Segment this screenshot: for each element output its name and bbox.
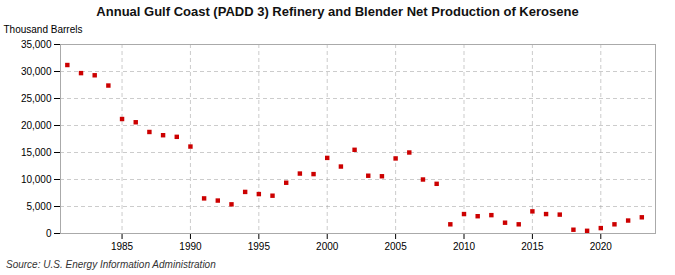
svg-text:2005: 2005	[384, 241, 407, 252]
svg-text:30,000: 30,000	[21, 66, 52, 77]
svg-text:15,000: 15,000	[21, 147, 52, 158]
html-text:Source: U.S. Energy Informatio: Source: U.S. Energy Information Administ…	[6, 259, 216, 270]
svg-text:1990: 1990	[179, 241, 202, 252]
svg-text:1995: 1995	[248, 241, 271, 252]
svg-text:1985: 1985	[111, 241, 134, 252]
svg-text:20,000: 20,000	[21, 120, 52, 131]
svg-text:Thousand Barrels: Thousand Barrels	[4, 24, 83, 35]
svg-text:2000: 2000	[316, 241, 339, 252]
svg-text:2015: 2015	[521, 241, 544, 252]
svg-text:2010: 2010	[453, 241, 476, 252]
svg-text:0: 0	[46, 228, 52, 239]
html-text:Annual Gulf Coast (PADD 3) Ref: Annual Gulf Coast (PADD 3) Refinery and …	[96, 4, 579, 19]
svg-text:35,000: 35,000	[21, 39, 52, 50]
svg-text:5,000: 5,000	[26, 201, 51, 212]
svg-text:25,000: 25,000	[21, 93, 52, 104]
svg-text:10,000: 10,000	[21, 174, 52, 185]
svg-text:2020: 2020	[590, 241, 613, 252]
